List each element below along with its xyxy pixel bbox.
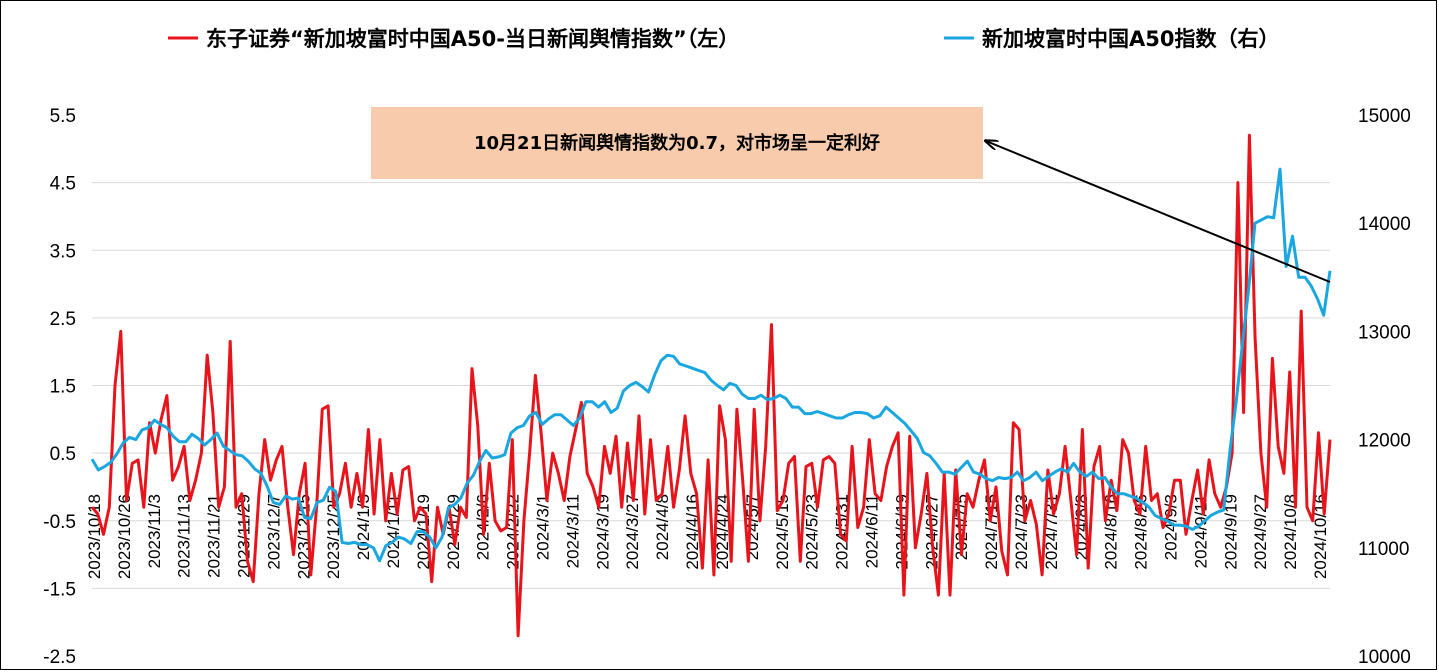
y-left-tick-label: -2.5 [43, 647, 76, 668]
x-axis-tick-labels: 2023/10/18 2023/10/26 2023/11/3 2023/11/13 2… [85, 494, 1330, 579]
legend-label-a50: 新加坡富时中国A50指数（右） [982, 27, 1279, 51]
x-tick-label: 2024/9/3 [1161, 494, 1180, 560]
x-tick-label: 2024/4/24 [713, 494, 732, 570]
annotation-arrow [986, 141, 1331, 283]
y-left-tick-label: 0.5 [50, 444, 76, 465]
annotation-text: 10月21日新闻舆情指数为0.7，对市场呈一定利好 [474, 132, 880, 154]
y-right-tick-label: 15000 [1358, 106, 1411, 127]
y-left-tick-label: 4.5 [50, 174, 76, 195]
x-tick-label: 2024/5/15 [773, 494, 792, 570]
y-right-tick-label: 11000 [1358, 539, 1409, 560]
series-line-a50 [90, 167, 1332, 563]
legend-label-sentiment: 东子证券“新加坡富时中国A50-当日新闻舆情指数”（左） [206, 27, 739, 51]
y-left-tick-label: -1.5 [43, 579, 76, 600]
legend: 东子证券“新加坡富时中国A50-当日新闻舆情指数”（左） 新加坡富时中国A50指… [168, 27, 1279, 51]
gridlines [92, 182, 1330, 589]
series-lines [90, 133, 1332, 638]
x-tick-label: 2024/3/19 [593, 494, 612, 570]
annotation: 10月21日新闻舆情指数为0.7，对市场呈一定利好 [371, 107, 1331, 283]
x-tick-label: 2023/10/26 [115, 494, 134, 579]
x-tick-label: 2023/11/21 [205, 494, 224, 578]
y-left-tick-label: 5.5 [50, 106, 76, 127]
y-axis-right: 15000 14000 13000 12000 11000 10000 [1358, 106, 1411, 668]
x-tick-label: 2024/9/11 [1191, 494, 1210, 568]
y-left-tick-label: -0.5 [43, 512, 76, 533]
y-right-tick-label: 14000 [1358, 214, 1411, 235]
x-tick-label: 2024/4/8 [653, 494, 672, 560]
y-left-tick-label: 1.5 [50, 377, 76, 398]
x-tick-label: 2024/8/26 [1132, 494, 1151, 570]
x-tick-label: 2024/10/16 [1311, 494, 1330, 579]
x-tick-label: 2024/5/23 [803, 494, 822, 570]
x-tick-label: 2023/11/3 [145, 494, 164, 568]
x-tick-label: 2024/3/1 [534, 494, 553, 560]
y-right-tick-label: 12000 [1358, 431, 1411, 452]
y-left-tick-label: 3.5 [50, 241, 76, 262]
x-tick-label: 2024/9/19 [1221, 494, 1240, 570]
y-right-tick-label: 10000 [1358, 647, 1411, 668]
x-tick-label: 2024/3/27 [623, 494, 642, 570]
x-tick-label: 2023/12/7 [264, 494, 283, 570]
x-tick-label: 2023/10/18 [85, 494, 104, 579]
y-right-tick-label: 13000 [1358, 322, 1411, 343]
x-tick-label: 2024/9/27 [1251, 494, 1270, 570]
x-tick-label: 2024/3/11 [563, 494, 582, 568]
series-line-sentiment [90, 133, 1332, 638]
annotation-box [371, 107, 983, 179]
x-tick-label: 2024/7/15 [982, 494, 1001, 570]
y-axis-left: 5.5 4.5 3.5 2.5 1.5 0.5 -0.5 -1.5 -2.5 [43, 106, 76, 668]
y-left-tick-label: 2.5 [50, 309, 76, 330]
x-tick-label: 2023/11/13 [175, 494, 194, 578]
x-tick-label: 2024/6/11 [862, 494, 881, 568]
x-tick-label: 2024/10/8 [1281, 494, 1300, 570]
